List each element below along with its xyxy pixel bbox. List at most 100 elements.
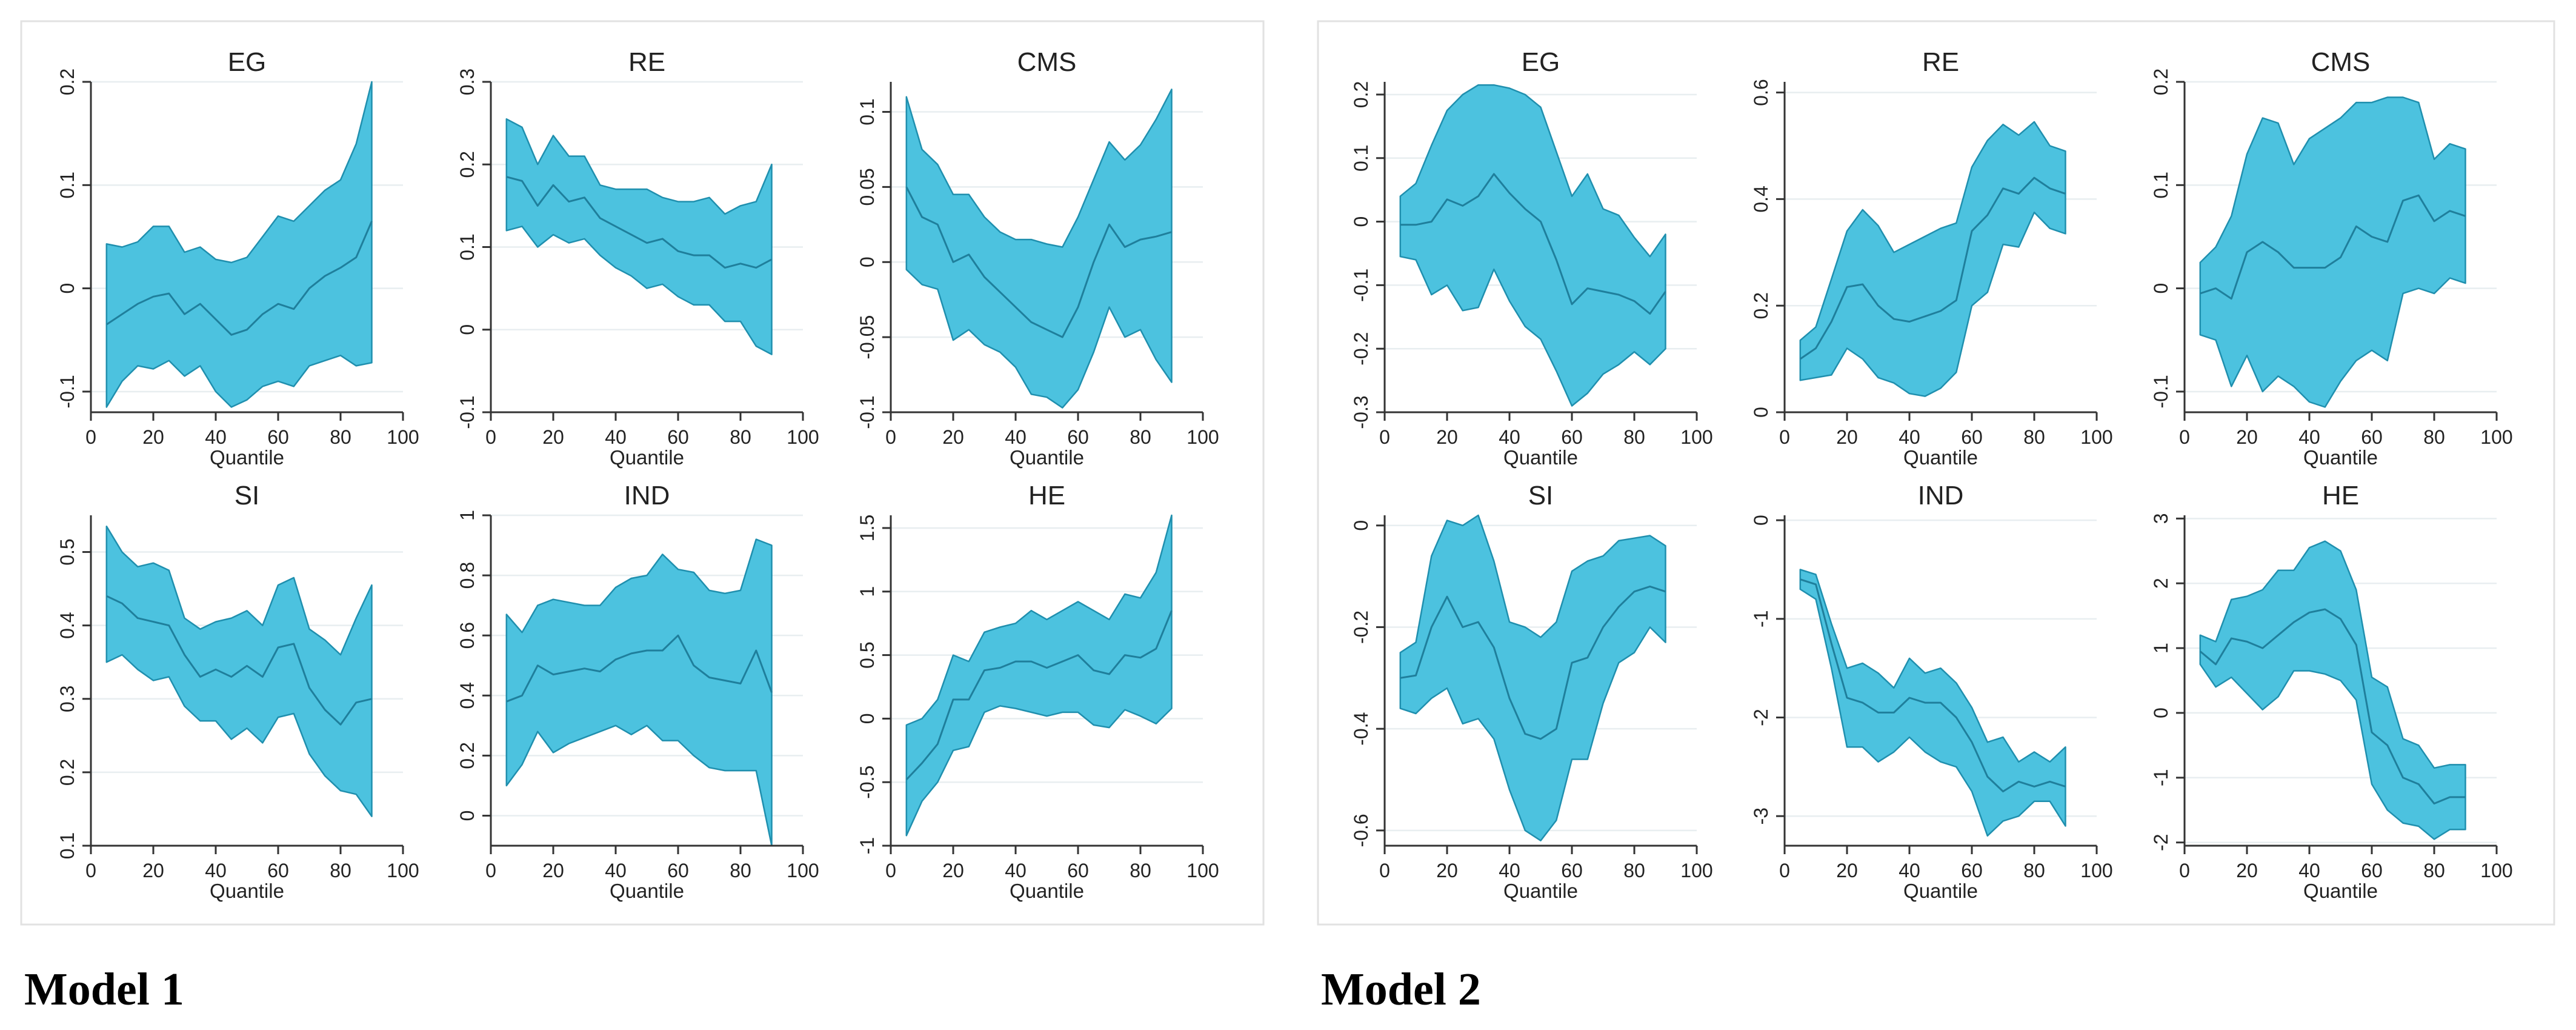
model-2-cms-x-axis-label: Quantile bbox=[2303, 446, 2378, 469]
model-2-ind-x-tick-label: 40 bbox=[1899, 860, 1920, 881]
model-1-si-x-tick-label: 100 bbox=[387, 860, 419, 881]
model-2-ind-y-tick-label: -1 bbox=[1750, 610, 1772, 627]
model-1-si-x-tick-label: 0 bbox=[85, 860, 96, 881]
model-2-eg-y-tick-label: -0.2 bbox=[1350, 332, 1372, 366]
model-2-si-y-tick-label: -0.6 bbox=[1350, 814, 1372, 847]
model-2-eg-y-tick-label: -0.1 bbox=[1350, 269, 1372, 302]
model-2-eg-y-tick-label: 0.2 bbox=[1350, 81, 1372, 108]
model-2-cms-median-line bbox=[2200, 194, 2466, 300]
model-1-cms-title: CMS bbox=[1017, 47, 1077, 77]
model-1-si-y-tick-label: 0.5 bbox=[56, 538, 78, 565]
model-2-re-x-tick-label: 60 bbox=[1961, 426, 1983, 448]
model-2-eg-x-tick-label: 60 bbox=[1561, 426, 1583, 448]
model-2-si-x-axis-label: Quantile bbox=[1503, 880, 1578, 902]
model-2-re-x-tick-label: 100 bbox=[2080, 426, 2112, 448]
model-1-cms-median-line bbox=[905, 186, 1172, 338]
model-1-eg-median-line bbox=[105, 221, 373, 336]
model-2-he-y-tick-label: 0 bbox=[2150, 707, 2172, 718]
model-2-si-x-tick-label: 80 bbox=[1623, 860, 1645, 881]
model-1-re-y-tick-label: 0.3 bbox=[456, 69, 478, 95]
model-1-ind-x-tick-label: 0 bbox=[485, 860, 496, 881]
model-1-ind-y-tick-label: 0.8 bbox=[456, 562, 478, 589]
model-2-he-x-axis-label: Quantile bbox=[2303, 880, 2378, 902]
model-1-ind-y-tick-label: 1 bbox=[456, 510, 478, 521]
model-1-si-x-tick-label: 80 bbox=[330, 860, 351, 881]
model-2-re-x-tick-label: 20 bbox=[1836, 426, 1858, 448]
model-2-he-x-tick-label: 80 bbox=[2423, 860, 2445, 881]
model-2-he-y-tick-label: 2 bbox=[2150, 578, 2172, 589]
model-2-re-y-tick-label: 0.6 bbox=[1750, 79, 1772, 105]
model-1-re-x-tick-label: 40 bbox=[605, 426, 627, 448]
model-1-re-chart: 0 20 40 60 80 100 -0.1 0 0.1 0.2 0.3 RE Quantile bbox=[456, 47, 819, 469]
model-2-re-x-tick-label: 80 bbox=[2023, 426, 2045, 448]
model-1-si-y-tick-label: 0.4 bbox=[56, 612, 78, 638]
model-2-re-x-tick-label: 40 bbox=[1899, 426, 1920, 448]
model-2-he-title: HE bbox=[2322, 481, 2359, 510]
model-2-si-y-tick-label: 0 bbox=[1350, 520, 1372, 531]
model-1-si-title: SI bbox=[235, 481, 260, 510]
model-2-si-x-tick-label: 60 bbox=[1561, 860, 1583, 881]
model-2-cms-y-tick-label: 0 bbox=[2150, 283, 2172, 294]
model-2-re-chart: 0 20 40 60 80 100 0 0.2 0.4 0.6 RE Quantile bbox=[1750, 47, 2113, 469]
model-1-eg-x-tick-label: 40 bbox=[205, 426, 227, 448]
model-1-he-median-line bbox=[905, 610, 1173, 781]
model-1-si-y-tick-label: 0.1 bbox=[56, 832, 78, 859]
model-2-panel-frame bbox=[1317, 20, 2555, 926]
model-1-eg-x-tick-label: 20 bbox=[142, 426, 164, 448]
model-2-he-y-tick-label: -1 bbox=[2150, 769, 2172, 786]
model-2-re-confidence-band bbox=[1799, 121, 2066, 397]
model-1-eg-x-axis-label: Quantile bbox=[210, 446, 284, 469]
model-1-cms-x-tick-label: 80 bbox=[1130, 426, 1151, 448]
model-2-ind-x-tick-label: 100 bbox=[2080, 860, 2112, 881]
model-2-re-x-axis-label: Quantile bbox=[1903, 446, 1978, 469]
model-1-he-title: HE bbox=[1028, 481, 1065, 510]
model-1-re-title: RE bbox=[628, 47, 665, 77]
model-2-re-y-tick-label: 0.4 bbox=[1750, 186, 1772, 212]
model-1-si-x-tick-label: 60 bbox=[267, 860, 289, 881]
model-2-he-y-tick-label: 1 bbox=[2150, 643, 2172, 654]
model-1-he-x-tick-label: 80 bbox=[1130, 860, 1151, 881]
model-1-eg-title: EG bbox=[228, 47, 267, 77]
model-2-cms-y-tick-label: -0.1 bbox=[2150, 375, 2172, 408]
model-2-he-x-tick-label: 0 bbox=[2179, 860, 2190, 881]
model-1-eg-x-tick-label: 0 bbox=[85, 426, 96, 448]
model-1-ind-y-tick-label: 0.4 bbox=[456, 682, 478, 709]
model-1-cms-y-tick-label: 0 bbox=[856, 256, 878, 267]
model-1-ind-x-tick-label: 40 bbox=[605, 860, 627, 881]
model-1-cms-confidence-band bbox=[905, 89, 1173, 409]
model-2-he-x-tick-label: 100 bbox=[2480, 860, 2512, 881]
model-1-ind-x-tick-label: 20 bbox=[542, 860, 564, 881]
model-1-re-y-tick-label: -0.1 bbox=[456, 395, 478, 429]
model-1-he-y-tick-label: 1 bbox=[856, 586, 878, 597]
model-1-cms-x-axis-label: Quantile bbox=[1010, 446, 1084, 469]
model-2-si-median-line bbox=[1400, 585, 1666, 740]
model-2-cms-chart: 0 20 40 60 80 100 -0.1 0 0.1 0.2 CMS Quantile bbox=[2150, 47, 2513, 469]
model-1-ind-y-tick-label: 0 bbox=[456, 811, 478, 821]
model-1-he-x-tick-label: 60 bbox=[1067, 860, 1089, 881]
model-2-ind-y-tick-label: 0 bbox=[1750, 515, 1772, 526]
model-1-label: Model 1 bbox=[24, 964, 184, 1015]
model-1-ind-chart: 0 20 40 60 80 100 0 0.2 0.4 0.6 0.8 1 IND Quantile bbox=[456, 481, 819, 902]
model-2-cms-x-tick-label: 0 bbox=[2179, 426, 2190, 448]
model-1-re-x-tick-label: 20 bbox=[542, 426, 564, 448]
model-1-he-x-axis-label: Quantile bbox=[1010, 880, 1084, 902]
model-2-re-y-tick-label: 0.2 bbox=[1750, 292, 1772, 319]
model-2-si-y-tick-label: -0.2 bbox=[1350, 610, 1372, 644]
model-1-he-y-tick-label: -0.5 bbox=[856, 766, 878, 799]
model-2-eg-x-tick-label: 20 bbox=[1436, 426, 1458, 448]
model-1-re-median-line bbox=[506, 176, 773, 269]
model-2-ind-chart: 0 20 40 60 80 100 -3 -2 -1 0 IND Quantile bbox=[1750, 481, 2113, 902]
model-2-si-x-tick-label: 0 bbox=[1379, 860, 1390, 881]
model-2-eg-x-axis-label: Quantile bbox=[1503, 446, 1578, 469]
model-2-eg-chart: 0 20 40 60 80 100 -0.3 -0.2 -0.1 0 0.1 0.2 EG Quantil… bbox=[1350, 47, 1713, 469]
model-2-cms-confidence-band bbox=[2199, 96, 2466, 408]
model-1-cms-x-tick-label: 100 bbox=[1186, 426, 1219, 448]
model-1-he-x-tick-label: 20 bbox=[942, 860, 964, 881]
model-1-re-y-tick-label: 0.1 bbox=[456, 233, 478, 260]
model-1-he-x-tick-label: 0 bbox=[885, 860, 896, 881]
model-2-eg-confidence-band bbox=[1399, 84, 1666, 407]
model-2-eg-y-tick-label: 0.1 bbox=[1350, 145, 1372, 172]
model-1-re-x-tick-label: 60 bbox=[667, 426, 689, 448]
model-1-he-chart: 0 20 40 60 80 100 -1 -0.5 0 0.5 1 1.5 HE Quantile bbox=[856, 481, 1219, 902]
